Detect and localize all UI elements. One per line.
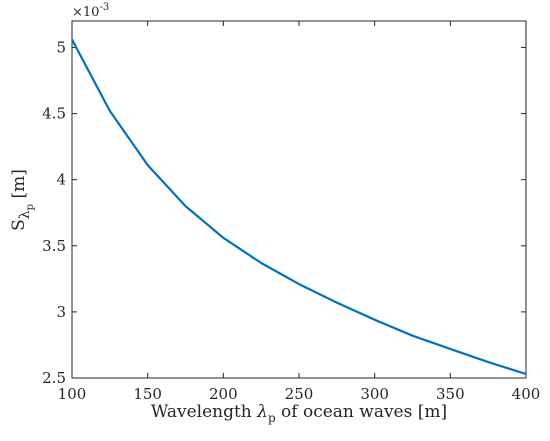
y-tick-label: 4.5 (42, 105, 66, 123)
y-tick-label: 4 (56, 171, 66, 189)
y-tick-label: 5 (56, 38, 66, 56)
x-tick-label: 100 (58, 385, 87, 403)
x-tick-label: 150 (133, 385, 162, 403)
series-layer (71, 38, 527, 376)
x-tick-label: 400 (512, 385, 541, 403)
y-tick-label: 2.5 (42, 369, 66, 387)
x-axis-label: Wavelength λp of ocean waves [m] (151, 402, 447, 425)
x-tick-label: 350 (436, 385, 465, 403)
y-tick-label: 3 (56, 303, 66, 321)
series-line (71, 38, 527, 376)
y-axis-multiplier: ×10-3 (72, 2, 109, 20)
x-tick-label: 250 (285, 385, 314, 403)
plot-area (71, 20, 527, 379)
x-tick-label: 200 (209, 385, 238, 403)
y-tick-label: 3.5 (42, 237, 66, 255)
y-axis-ticks: 2.5 3 3.5 4 4.5 5 (42, 38, 526, 387)
x-tick-label: 300 (360, 385, 389, 403)
y-axis-label: Sλp [m] (9, 169, 36, 231)
